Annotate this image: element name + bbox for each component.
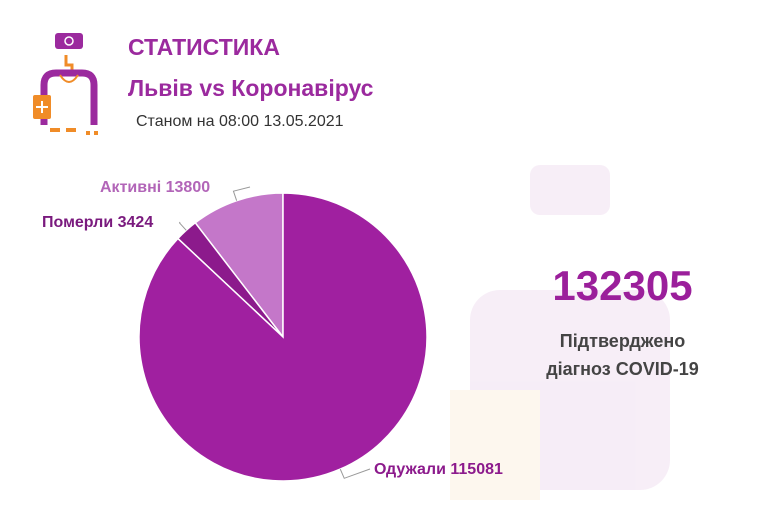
leader-line-1 (178, 221, 187, 231)
slice-label-0: Активні 13800 (100, 179, 210, 196)
leader-line-0 (232, 186, 251, 201)
caption-line-1: Підтверджено (559, 331, 686, 351)
page-title: СТАТИСТИКА (128, 34, 280, 60)
pie-slice-2 (138, 192, 428, 482)
caption-line-2: діагноз COVID-19 (546, 359, 699, 379)
slice-label-2: Одужали 115081 (374, 461, 503, 478)
page-subtitle: Львів vs Коронавірус (128, 75, 374, 101)
watermark-doctor-icon (450, 165, 670, 500)
total-confirmed: 132305 (552, 262, 693, 309)
slice-label-1: Померли 3424 (42, 214, 153, 231)
as-of-date: Станом на 08:00 13.05.2021 (136, 113, 344, 130)
total-caption: Підтверджено діагноз COVID-19 (520, 327, 725, 383)
logo-doctor-icon (33, 33, 98, 135)
pie-chart: Активні 13800 Померли 3424 Одужали 115081 (42, 179, 503, 482)
leader-line-2 (339, 468, 371, 479)
